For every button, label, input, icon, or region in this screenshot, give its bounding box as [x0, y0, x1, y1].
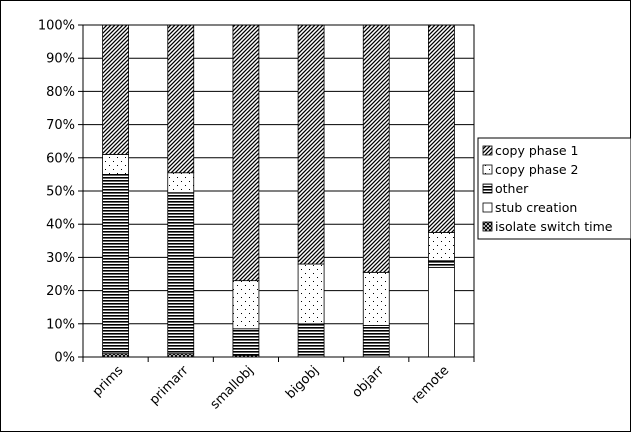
legend-swatch-isolate-switch-time	[482, 221, 493, 232]
bar-segment-copy-phase-2	[167, 172, 195, 194]
bar-segment-other	[428, 260, 455, 268]
legend-box	[477, 137, 631, 240]
x-axis-ticks: prims primarr smallobj bigobj objarr remote	[82, 357, 475, 412]
bar-segment-copy-phase-2	[297, 263, 325, 325]
legend-label-other: other	[495, 181, 529, 196]
x-tick-label: bigobj	[283, 363, 322, 402]
legend-label-copy-phase-1: copy phase 1	[495, 143, 578, 158]
bar-segment-stub-creation	[428, 266, 455, 358]
bar-segment-other	[167, 192, 195, 355]
bar-segment-copy-phase-1	[102, 24, 129, 155]
y-tick-label: 70%	[46, 118, 75, 133]
x-tick-label: prims	[90, 363, 127, 400]
y-axis-ticks: 0% 10% 20% 30% 40% 50% 60% 70% 80% 90% 100%	[38, 19, 83, 366]
y-tick-label: 30%	[46, 251, 75, 266]
bar-segment-other	[232, 328, 260, 356]
legend-label-isolate-switch-time: isolate switch time	[495, 219, 613, 234]
y-tick-label: 20%	[46, 284, 75, 299]
y-tick-label: 50%	[46, 185, 75, 200]
legend-swatch-other	[482, 183, 493, 194]
x-tick-label: remote	[409, 363, 453, 407]
y-tick-label: 40%	[46, 218, 75, 233]
bar-segment-copy-phase-2	[232, 280, 260, 330]
legend-swatch-copy-phase-1	[482, 145, 493, 156]
x-tick-label: primarr	[147, 363, 192, 408]
gridlines	[83, 24, 474, 325]
y-tick-label: 0%	[54, 351, 75, 366]
x-tick-label: objarr	[349, 363, 387, 401]
legend-swatch-copy-phase-2	[482, 164, 493, 175]
y-tick-label: 80%	[46, 85, 75, 100]
bar-segment-copy-phase-2	[102, 154, 129, 175]
y-tick-label: 10%	[46, 317, 75, 332]
bar-segment-other	[102, 173, 129, 355]
bar-segment-copy-phase-1	[297, 24, 325, 265]
legend-label-copy-phase-2: copy phase 2	[495, 162, 578, 177]
y-tick-label: 100%	[38, 19, 75, 34]
legend-swatch-stub-creation	[482, 202, 493, 213]
y-tick-label: 90%	[46, 52, 75, 67]
bar-segment-copy-phase-1	[232, 24, 260, 282]
bar-segment-copy-phase-1	[428, 24, 455, 233]
x-tick-label: smallobj	[208, 363, 257, 412]
bar-segment-other	[297, 323, 325, 358]
bar-segment-copy-phase-2	[428, 232, 455, 262]
legend: copy phase 1 copy phase 2 other stub creati…	[477, 137, 631, 240]
bars	[102, 24, 455, 358]
legend-label-stub-creation: stub creation	[495, 200, 577, 215]
bar-segment-copy-phase-2	[362, 271, 390, 326]
bar-segment-other	[362, 325, 390, 358]
y-tick-label: 60%	[46, 151, 75, 166]
bar-segment-copy-phase-1	[362, 24, 390, 273]
bar-segment-copy-phase-1	[167, 24, 195, 174]
